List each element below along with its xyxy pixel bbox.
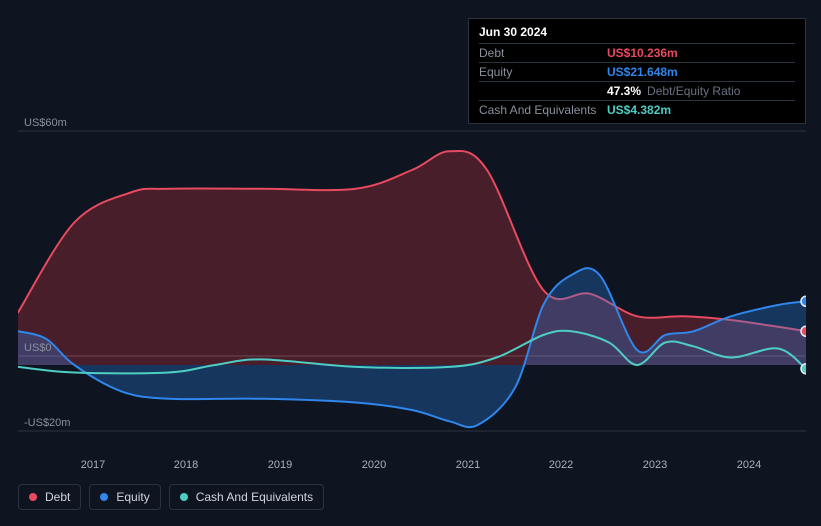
x-axis-label: 2024 [737,459,761,471]
y-axis-label: US$60m [24,117,67,129]
tooltip-value: 47.3%Debt/Equity Ratio [607,84,740,98]
tooltip-value: US$21.648m [607,65,678,79]
legend-label: Debt [45,490,70,504]
legend-item-equity[interactable]: Equity [89,484,160,510]
y-axis-label: US$0 [24,342,52,354]
tooltip-date: Jun 30 2024 [479,25,795,43]
legend-label: Equity [116,490,149,504]
x-axis-label: 2020 [362,459,386,471]
x-axis-label: 2021 [456,459,480,471]
legend-dot-icon [100,493,108,501]
tooltip-label: Equity [479,65,607,79]
tooltip-label [479,84,607,98]
tooltip-row: Debt US$10.236m [479,43,795,62]
tooltip-value: US$10.236m [607,46,678,60]
tooltip-value: US$4.382m [607,103,671,117]
x-axis-label: 2022 [549,459,573,471]
legend-dot-icon [29,493,37,501]
chart-legend: Debt Equity Cash And Equivalents [18,484,324,510]
legend-item-cash[interactable]: Cash And Equivalents [169,484,324,510]
legend-dot-icon [180,493,188,501]
chart-tooltip: Jun 30 2024 Debt US$10.236m Equity US$21… [468,18,806,124]
x-axis-label: 2019 [268,459,292,471]
legend-label: Cash And Equivalents [196,490,313,504]
x-axis-label: 2018 [174,459,198,471]
tooltip-label: Cash And Equivalents [479,103,607,117]
tooltip-row: Equity US$21.648m [479,62,795,81]
x-axis-label: 2023 [643,459,667,471]
tooltip-row: Cash And Equivalents US$4.382m [479,100,795,119]
tooltip-label: Debt [479,46,607,60]
y-axis-label: -US$20m [24,417,70,429]
x-axis-label: 2017 [81,459,105,471]
legend-item-debt[interactable]: Debt [18,484,81,510]
financials-chart: Jun 30 2024 Debt US$10.236m Equity US$21… [18,10,806,510]
tooltip-row: 47.3%Debt/Equity Ratio [479,81,795,100]
